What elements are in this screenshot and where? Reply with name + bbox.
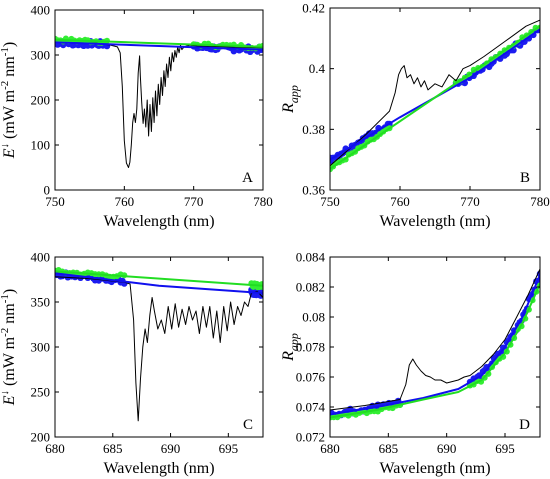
y-tick-label: 0.08 [302, 310, 325, 325]
x-axis-label: Wavelength (nm) [103, 460, 214, 477]
panel-b: 750 760 770 780 0.36 0.38 0.4 0.42 Wavelength (n… [280, 1, 550, 231]
x-tick-label: 770 [460, 194, 480, 209]
y-tick-label: 0.076 [296, 370, 326, 385]
x-axis-label: Wavelength (nm) [379, 213, 490, 230]
series-fit-green [330, 25, 540, 170]
y-tick-label: 200 [31, 430, 51, 445]
y-tick-label: 400 [31, 250, 51, 265]
y-axis-label: E↓ (mW m-2 nm-1) [0, 289, 18, 406]
panel-label: B [520, 170, 530, 186]
series-measured [330, 19, 540, 167]
panel-c: 680 685 690 695 200 250 300 350 400 Wavelength (n… [0, 250, 264, 477]
y-tick-label: 0.074 [296, 400, 326, 415]
x-tick-label: 760 [390, 194, 410, 209]
series-fit-blue [330, 274, 540, 416]
series-fit-blue [55, 41, 263, 51]
y-tick-label: 400 [31, 3, 51, 18]
panel-label: D [519, 417, 530, 433]
plot-area [330, 19, 540, 173]
y-tick-label: 0.078 [296, 340, 325, 355]
y-tick-label: 0.36 [302, 183, 325, 198]
x-tick-label: 750 [320, 194, 340, 209]
plot-area [55, 267, 263, 422]
y-tick-label: 0.072 [296, 430, 325, 445]
x-axis-label: Wavelength (nm) [379, 460, 490, 477]
x-tick-label: 690 [437, 441, 457, 456]
series-measured [330, 268, 540, 411]
x-tick-label: 690 [161, 441, 181, 456]
axes-frame [329, 7, 541, 191]
panel-a: 750 760 770 780 0 100 200 300 400 Wavelength (nm)… [0, 3, 273, 231]
panel-label: A [242, 170, 253, 186]
y-tick-label: 300 [31, 340, 51, 355]
x-tick-label: 680 [45, 441, 65, 456]
y-tick-label: 100 [31, 138, 51, 153]
y-tick-label: 200 [31, 93, 51, 108]
y-tick-label: 250 [31, 385, 51, 400]
series-fit-green [55, 38, 263, 48]
plot-area [330, 268, 540, 421]
x-tick-label: 780 [530, 194, 550, 209]
x-tick-label: 695 [495, 441, 515, 456]
y-axis-label: Rapp [280, 85, 301, 114]
y-tick-label: 300 [31, 48, 51, 63]
series-measured [55, 41, 263, 168]
x-tick-label: 685 [103, 441, 123, 456]
panel-label: C [243, 417, 253, 433]
y-tick-label: 0.084 [296, 250, 326, 265]
y-axis-label: E↓ (mW m-2 nm-1) [0, 42, 18, 159]
series-fit-green [330, 283, 540, 419]
x-tick-label: 680 [320, 441, 340, 456]
panel-d: 680 685 690 695 0.072 0.074 0.076 0.078 0.08 0.08… [280, 250, 541, 477]
series-measured [55, 276, 263, 422]
x-tick-label: 695 [219, 441, 239, 456]
series-fit-green [55, 270, 263, 287]
x-tick-label: 770 [184, 194, 204, 209]
plot-area [55, 35, 263, 168]
y-tick-label: 350 [31, 295, 51, 310]
x-tick-label: 760 [115, 194, 135, 209]
y-axis-label: Rapp [280, 333, 301, 362]
series-fit-blue [55, 272, 263, 294]
y-tick-label: 0.42 [302, 1, 325, 16]
x-tick-label: 750 [45, 194, 65, 209]
x-tick-label: 685 [379, 441, 399, 456]
x-tick-label: 780 [253, 194, 273, 209]
x-axis-label: Wavelength (nm) [103, 213, 214, 230]
y-tick-label: 0.38 [302, 122, 325, 137]
y-tick-label: 0.082 [296, 280, 325, 295]
y-tick-label: 0 [44, 183, 51, 198]
y-tick-label: 0.4 [309, 61, 326, 76]
